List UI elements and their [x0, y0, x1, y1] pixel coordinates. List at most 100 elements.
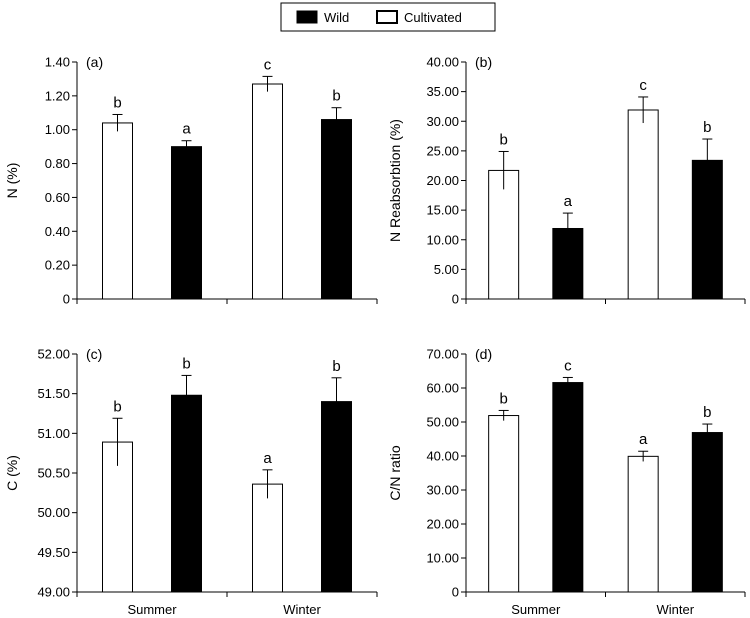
- y-tick-label: 0: [452, 292, 459, 307]
- significance-letter: c: [564, 357, 572, 374]
- y-tick-label: 49.00: [37, 585, 70, 600]
- chart-panel-4: 0 10.00 20.00 30.00 40.00 50.00 60.00 70.00 (d) C…: [387, 346, 746, 617]
- significance-letter: b: [113, 398, 121, 415]
- error-bar: [498, 150, 509, 190]
- y-axis-title: C/N ratio: [387, 445, 403, 500]
- bar-wild-winter: [691, 159, 723, 300]
- error-bar: [181, 140, 192, 153]
- bar-cultivated-winter: [252, 83, 283, 300]
- y-tick-label: 25.00: [426, 143, 459, 158]
- panel-label: (a): [86, 54, 103, 70]
- error-bar: [638, 96, 649, 124]
- y-tick-label: 51.00: [37, 426, 70, 441]
- legend-swatch-cultivated: [376, 10, 398, 24]
- y-tick-label: 35.00: [426, 84, 459, 99]
- significance-letter: c: [264, 56, 272, 73]
- legend-label-wild: Wild: [324, 10, 349, 25]
- y-tick-label: 30.00: [426, 483, 459, 498]
- error-bar: [638, 450, 649, 462]
- x-tick-label: Summer: [511, 602, 561, 617]
- legend-swatch-wild: [296, 10, 318, 24]
- panel-label: (d): [475, 346, 492, 362]
- y-axis-title: N Reabsorbtion (%): [387, 119, 403, 242]
- x-tick-label: Summer: [127, 602, 177, 617]
- y-tick-label: 20.00: [426, 517, 459, 532]
- significance-letter: a: [564, 193, 573, 210]
- y-tick-label: 5.00: [434, 262, 459, 277]
- y-tick-label: 10.00: [426, 232, 459, 247]
- significance-letter: a: [263, 450, 272, 467]
- legend-label-cultivated: Cultivated: [404, 10, 462, 25]
- y-tick-label: 0: [452, 585, 459, 600]
- y-axis-title: C (%): [4, 455, 20, 491]
- y-tick-label: 0.40: [45, 224, 70, 239]
- bar-wild-summer: [171, 146, 202, 300]
- y-tick-label: 1.00: [45, 122, 70, 137]
- error-bar: [112, 417, 123, 466]
- y-tick-label: 70.00: [426, 347, 459, 362]
- y-tick-label: 0.60: [45, 190, 70, 205]
- bar-wild-winter: [691, 432, 723, 593]
- significance-letter: b: [332, 88, 340, 105]
- bar-wild-winter: [321, 401, 352, 593]
- error-bar: [498, 409, 509, 421]
- bar-cultivated-summer: [488, 169, 520, 300]
- error-bar: [331, 377, 342, 426]
- significance-letter: b: [182, 355, 190, 372]
- y-tick-label: 30.00: [426, 114, 459, 129]
- bar-wild-winter: [321, 119, 352, 300]
- y-tick-label: 50.00: [426, 415, 459, 430]
- significance-letter: b: [332, 358, 340, 375]
- chart-panel-2: 0 5.00 10.00 15.00 20.00 25.00 30.00 35.00 40.00…: [387, 54, 746, 307]
- y-axis-title: N (%): [4, 163, 20, 199]
- error-bar: [262, 75, 273, 92]
- error-bar: [702, 138, 713, 182]
- significance-letter: a: [639, 431, 648, 448]
- error-bar: [331, 107, 342, 132]
- bar-wild-summer: [552, 382, 584, 593]
- error-bar: [562, 376, 573, 388]
- significance-letter: b: [703, 404, 711, 421]
- y-tick-label: 1.20: [45, 88, 70, 103]
- y-tick-label: 52.00: [37, 347, 70, 362]
- significance-letter: b: [499, 390, 507, 407]
- bar-cultivated-winter: [252, 483, 283, 593]
- y-tick-label: 1.40: [45, 55, 70, 70]
- y-tick-label: 20.00: [426, 173, 459, 188]
- error-bar: [562, 212, 573, 244]
- panel-label: (b): [475, 54, 492, 70]
- bar-cultivated-summer: [102, 441, 133, 593]
- y-tick-label: 50.00: [37, 505, 70, 520]
- bar-cultivated-winter: [627, 455, 659, 593]
- error-bar: [112, 113, 123, 132]
- y-tick-label: 60.00: [426, 381, 459, 396]
- y-tick-label: 51.50: [37, 386, 70, 401]
- error-bar: [262, 469, 273, 499]
- y-tick-label: 49.50: [37, 545, 70, 560]
- error-bar: [702, 423, 713, 442]
- significance-letter: c: [639, 77, 647, 94]
- y-tick-label: 10.00: [426, 551, 459, 566]
- y-tick-label: 40.00: [426, 449, 459, 464]
- y-tick-label: 15.00: [426, 203, 459, 218]
- panel-label: (c): [86, 346, 102, 362]
- significance-letter: b: [703, 119, 711, 136]
- chart-panel-3: 49.00 49.50 50.00 50.50 51.00 51.50 52.00 (c) C …: [4, 346, 378, 617]
- x-tick-label: Winter: [656, 602, 694, 617]
- significance-letter: b: [499, 131, 507, 148]
- significance-letter: a: [182, 121, 191, 138]
- panels: 0 0.20 0.40 0.60 0.80 1.00 1.20 1.40 (a) N (%) b a c…: [4, 54, 746, 617]
- legend: Wild Cultivated: [280, 2, 496, 32]
- bar-wild-summer: [171, 394, 202, 593]
- chart-panel-1: 0 0.20 0.40 0.60 0.80 1.00 1.20 1.40 (a) N (%) b a c…: [4, 54, 378, 307]
- error-bar: [181, 374, 192, 416]
- y-tick-label: 0.80: [45, 156, 70, 171]
- bar-cultivated-winter: [627, 109, 659, 300]
- significance-letter: b: [113, 94, 121, 111]
- x-tick-label: Winter: [283, 602, 321, 617]
- y-tick-label: 40.00: [426, 55, 459, 70]
- bar-cultivated-summer: [488, 415, 520, 593]
- y-tick-label: 0: [63, 292, 70, 307]
- bar-cultivated-summer: [102, 122, 133, 300]
